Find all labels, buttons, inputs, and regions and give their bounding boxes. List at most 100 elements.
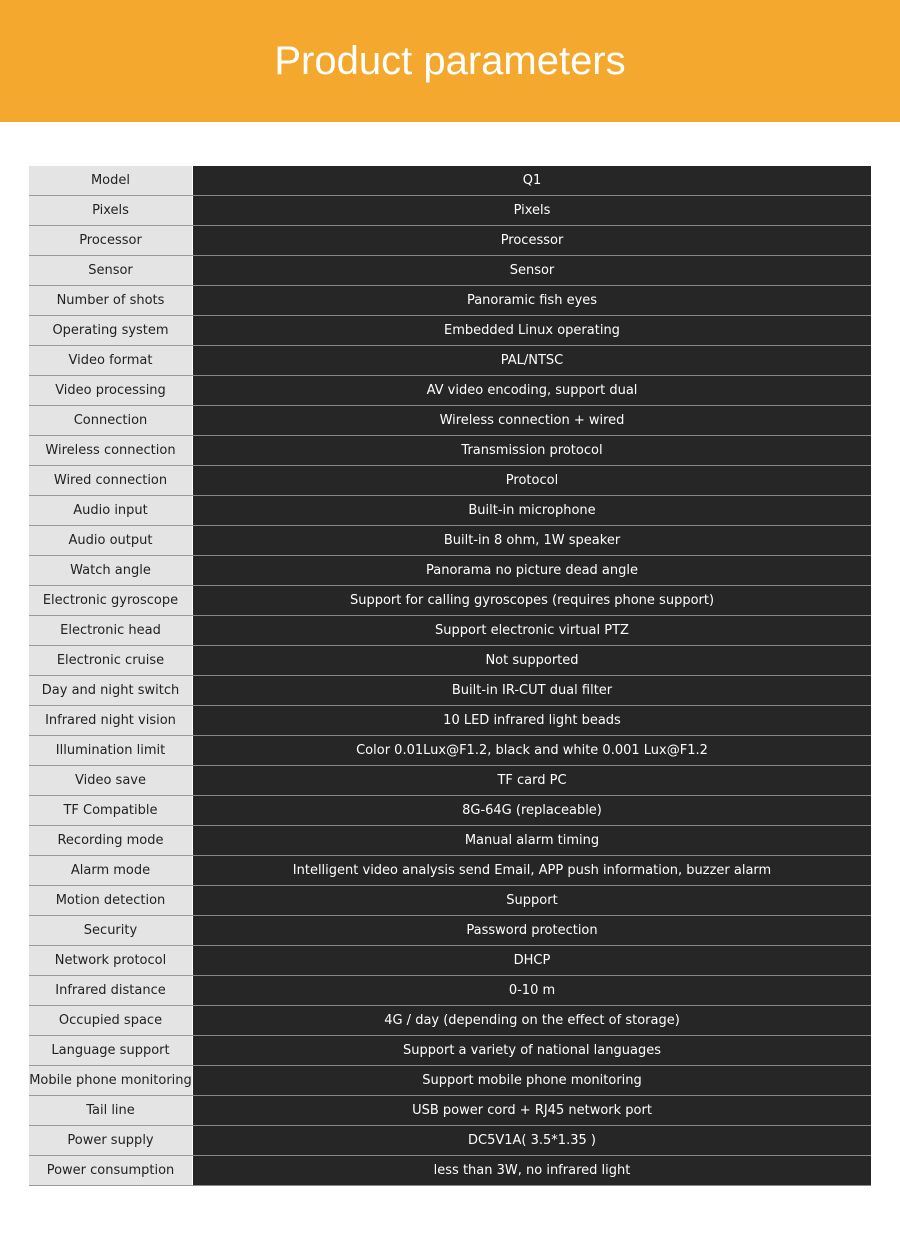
table-row: Infrared night vision 10 LED infrared lig… bbox=[29, 705, 871, 736]
table-row: Operating system Embedded Linux operating bbox=[29, 315, 871, 346]
parameter-value: Panoramic fish eyes bbox=[192, 285, 871, 316]
table-row: Connection Wireless connection + wired bbox=[29, 405, 871, 436]
parameter-name: Video save bbox=[29, 765, 193, 796]
parameter-name: Recording mode bbox=[29, 825, 193, 856]
parameter-name: Audio output bbox=[29, 525, 193, 556]
table-row: Tail line USB power cord + RJ45 network p… bbox=[29, 1095, 871, 1126]
parameter-name: Wireless connection bbox=[29, 435, 193, 466]
table-row: Pixels Pixels bbox=[29, 195, 871, 226]
parameter-value: Support bbox=[192, 885, 871, 916]
table-row: Power supply DC5V1A( 3.5*1.35 ) bbox=[29, 1125, 871, 1156]
parameter-table: Model Q1 Pixels Pixels Processor Processor Sen… bbox=[29, 166, 871, 1186]
table-row: Watch angle Panorama no picture dead angl… bbox=[29, 555, 871, 586]
parameter-name: Audio input bbox=[29, 495, 193, 526]
parameter-name: Motion detection bbox=[29, 885, 193, 916]
header-title: Product parameters bbox=[274, 39, 626, 83]
table-row: Alarm mode Intelligent video analysis sen… bbox=[29, 855, 871, 886]
parameter-value: Not supported bbox=[192, 645, 871, 676]
parameter-name: Infrared distance bbox=[29, 975, 193, 1006]
table-row: Security Password protection bbox=[29, 915, 871, 946]
parameter-name: Security bbox=[29, 915, 193, 946]
parameter-name: Tail line bbox=[29, 1095, 193, 1126]
table-row: Video format PAL/NTSC bbox=[29, 345, 871, 376]
parameter-value: Sensor bbox=[192, 255, 871, 286]
parameter-name: Occupied space bbox=[29, 1005, 193, 1036]
parameter-value: Support electronic virtual PTZ bbox=[192, 615, 871, 646]
table-row: Illumination limit Color 0.01Lux@F1.2, bl… bbox=[29, 735, 871, 766]
parameter-name: Power consumption bbox=[29, 1155, 193, 1186]
parameter-name: Operating system bbox=[29, 315, 193, 346]
parameter-value: PAL/NTSC bbox=[192, 345, 871, 376]
parameter-value: Protocol bbox=[192, 465, 871, 496]
parameter-value: Pixels bbox=[192, 195, 871, 226]
parameter-value: AV video encoding, support dual bbox=[192, 375, 871, 406]
parameter-name: Electronic head bbox=[29, 615, 193, 646]
header: Product parameters bbox=[0, 0, 900, 122]
table-row: Sensor Sensor bbox=[29, 255, 871, 286]
parameter-value: USB power cord + RJ45 network port bbox=[192, 1095, 871, 1126]
parameter-name: Video processing bbox=[29, 375, 193, 406]
parameter-value: Password protection bbox=[192, 915, 871, 946]
table-row: Network protocol DHCP bbox=[29, 945, 871, 976]
table-row: Language support Support a variety of nat… bbox=[29, 1035, 871, 1066]
parameter-name: Network protocol bbox=[29, 945, 193, 976]
parameter-name: TF Compatible bbox=[29, 795, 193, 826]
table-row: Video save TF card PC bbox=[29, 765, 871, 796]
parameter-name: Infrared night vision bbox=[29, 705, 193, 736]
parameter-value: 8G-64G (replaceable) bbox=[192, 795, 871, 826]
parameter-name: Model bbox=[29, 166, 193, 196]
table-row: Electronic head Support electronic virtua… bbox=[29, 615, 871, 646]
table-row: Day and night switch Built-in IR-CUT dual… bbox=[29, 675, 871, 706]
parameter-value: Support mobile phone monitoring bbox=[192, 1065, 871, 1096]
parameter-value: Processor bbox=[192, 225, 871, 256]
parameter-value: 0-10 m bbox=[192, 975, 871, 1006]
parameter-value: DHCP bbox=[192, 945, 871, 976]
parameter-name: Power supply bbox=[29, 1125, 193, 1156]
parameter-name: Language support bbox=[29, 1035, 193, 1066]
table-row: Recording mode Manual alarm timing bbox=[29, 825, 871, 856]
parameter-value: Support a variety of national languages bbox=[192, 1035, 871, 1066]
parameter-value: Panorama no picture dead angle bbox=[192, 555, 871, 586]
parameter-value: DC5V1A( 3.5*1.35 ) bbox=[192, 1125, 871, 1156]
parameter-name: Electronic gyroscope bbox=[29, 585, 193, 616]
parameter-value: Wireless connection + wired bbox=[192, 405, 871, 436]
parameter-name: Connection bbox=[29, 405, 193, 436]
parameter-value: 10 LED infrared light beads bbox=[192, 705, 871, 736]
table-row: Audio output Built-in 8 ohm, 1W speaker bbox=[29, 525, 871, 556]
table-row: Video processing AV video encoding, suppo… bbox=[29, 375, 871, 406]
table-row: Audio input Built-in microphone bbox=[29, 495, 871, 526]
parameter-name: Day and night switch bbox=[29, 675, 193, 706]
parameter-name: Mobile phone monitoring bbox=[29, 1065, 193, 1096]
table-row: Motion detection Support bbox=[29, 885, 871, 916]
parameter-name: Video format bbox=[29, 345, 193, 376]
table-row: TF Compatible 8G-64G (replaceable) bbox=[29, 795, 871, 826]
table-row: Mobile phone monitoring Support mobile ph… bbox=[29, 1065, 871, 1096]
parameter-value: Built-in 8 ohm, 1W speaker bbox=[192, 525, 871, 556]
parameter-value: Built-in IR-CUT dual filter bbox=[192, 675, 871, 706]
table-row: Electronic cruise Not supported bbox=[29, 645, 871, 676]
parameter-name: Processor bbox=[29, 225, 193, 256]
parameter-name: Illumination limit bbox=[29, 735, 193, 766]
table-row: Occupied space 4G / day (depending on the… bbox=[29, 1005, 871, 1036]
parameter-value: Q1 bbox=[192, 166, 871, 196]
parameter-name: Pixels bbox=[29, 195, 193, 226]
parameter-name: Number of shots bbox=[29, 285, 193, 316]
table-row: Model Q1 bbox=[29, 166, 871, 196]
parameter-value: Manual alarm timing bbox=[192, 825, 871, 856]
parameter-name: Sensor bbox=[29, 255, 193, 286]
parameter-value: 4G / day (depending on the effect of sto… bbox=[192, 1005, 871, 1036]
parameter-name: Wired connection bbox=[29, 465, 193, 496]
parameter-value: less than 3W, no infrared light bbox=[192, 1155, 871, 1186]
table-row: Wireless connection Transmission protocol bbox=[29, 435, 871, 466]
parameter-value: Intelligent video analysis send Email, A… bbox=[192, 855, 871, 886]
parameter-value: Built-in microphone bbox=[192, 495, 871, 526]
table-row: Number of shots Panoramic fish eyes bbox=[29, 285, 871, 316]
parameter-value: Color 0.01Lux@F1.2, black and white 0.00… bbox=[192, 735, 871, 766]
table-row: Processor Processor bbox=[29, 225, 871, 256]
parameter-value: Embedded Linux operating bbox=[192, 315, 871, 346]
parameter-value: Support for calling gyroscopes (requires… bbox=[192, 585, 871, 616]
parameter-value: Transmission protocol bbox=[192, 435, 871, 466]
table-row: Infrared distance 0-10 m bbox=[29, 975, 871, 1006]
parameter-name: Alarm mode bbox=[29, 855, 193, 886]
